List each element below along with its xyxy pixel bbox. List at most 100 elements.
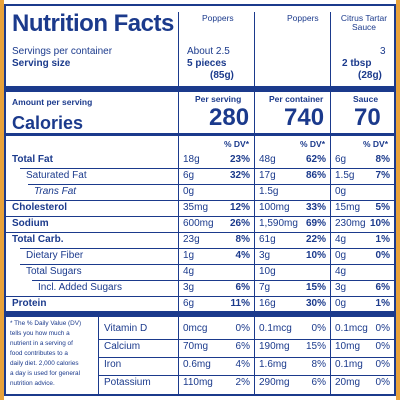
serving-size-col3: 2 tbsp bbox=[342, 58, 372, 69]
servings-per-container-col1: About 2.5 bbox=[187, 46, 230, 57]
vitamin-row-divider bbox=[98, 357, 394, 358]
nutrient-dv-col3: 8% bbox=[375, 154, 390, 165]
row-divider bbox=[6, 216, 394, 217]
nutrient-amount-col2: 1,590mg bbox=[259, 218, 298, 229]
nutrient-amount-col1: 4g bbox=[183, 266, 195, 277]
nutrient-dv-col1: 6% bbox=[235, 282, 250, 293]
nutrient-amount-col1: 6g bbox=[183, 298, 195, 309]
vitamin-name: Calcium bbox=[104, 341, 141, 352]
nutrition-facts-panel: Nutrition Facts Poppers Poppers Citrus T… bbox=[4, 4, 396, 396]
nutrient-name: Cholesterol bbox=[12, 202, 68, 213]
serving-size-label: Serving size bbox=[12, 58, 71, 69]
nutrient-amount-col3: 3g bbox=[335, 282, 347, 293]
vitamin-dv-col3: 0% bbox=[375, 377, 390, 388]
nutrient-amount-col1: 23g bbox=[183, 234, 200, 245]
nutrient-dv-col1: 32% bbox=[229, 170, 250, 181]
calories-heading-col1: Per serving bbox=[195, 94, 242, 104]
nutrient-dv-col1: 12% bbox=[229, 202, 250, 213]
footnote-line: nutrition advice. bbox=[10, 380, 55, 387]
calories-heading-col3: Sauce bbox=[353, 94, 379, 104]
serving-size-col1: 5 pieces bbox=[187, 58, 227, 69]
thick-divider-2 bbox=[6, 311, 394, 317]
package-edge-right bbox=[396, 0, 400, 400]
vitamin-dv-col2: 15% bbox=[305, 341, 326, 352]
row-divider bbox=[6, 200, 394, 201]
nutrient-name: Dietary Fiber bbox=[26, 250, 84, 261]
footnote-line: nutrient in a serving of bbox=[10, 340, 73, 347]
column-separator-2 bbox=[254, 12, 255, 311]
nutrient-dv-col1: 4% bbox=[235, 250, 250, 261]
vitamin-dv-col2: 8% bbox=[311, 359, 326, 370]
nutrient-amount-col3: 230mg bbox=[335, 218, 366, 229]
servings-per-container-col3: 3 bbox=[380, 46, 386, 57]
vitamin-name: Potassium bbox=[104, 377, 151, 388]
row-divider bbox=[20, 248, 394, 249]
row-divider bbox=[6, 232, 394, 233]
nutrient-dv-col3: 10% bbox=[369, 218, 390, 229]
calories-value-col1: 280 bbox=[209, 104, 250, 131]
row-divider bbox=[32, 280, 394, 281]
nutrient-dv-col2: 30% bbox=[305, 298, 326, 309]
vitamin-dv-col3: 0% bbox=[375, 323, 390, 334]
nutrient-dv-col3: 1% bbox=[375, 298, 390, 309]
nutrient-amount-col3: 4g bbox=[335, 234, 347, 245]
vitamin-separator-1 bbox=[178, 317, 179, 394]
footnote-line: a day is used for general bbox=[10, 370, 80, 377]
vitamin-amount-col2: 1.6mg bbox=[259, 359, 287, 370]
nutrient-name: Incl. Added Sugars bbox=[38, 282, 122, 293]
nutrient-name: Protein bbox=[12, 298, 47, 309]
vitamin-amount-col1: 0mcg bbox=[183, 323, 208, 334]
nutrient-amount-col3: 15mg bbox=[335, 202, 361, 213]
nutrient-dv-col3: 5% bbox=[375, 202, 390, 213]
vitamin-amount-col2: 290mg bbox=[259, 377, 290, 388]
nutrient-amount-col3: 6g bbox=[335, 154, 347, 165]
vitamin-amount-col3: 20mg bbox=[335, 377, 361, 388]
dv-heading-col1: % DV* bbox=[224, 139, 250, 149]
thick-divider-1 bbox=[6, 86, 394, 92]
footnote-line: daily diet. 2,000 calories bbox=[10, 360, 79, 367]
nutrient-name: Total Fat bbox=[12, 154, 53, 165]
nutrient-dv-col2: 15% bbox=[305, 282, 326, 293]
nutrient-dv-col2: 62% bbox=[305, 154, 326, 165]
row-divider bbox=[6, 296, 394, 297]
nutrient-amount-col2: 17g bbox=[259, 170, 276, 181]
nutrient-amount-col1: 35mg bbox=[183, 202, 209, 213]
nutrient-name: Saturated Fat bbox=[26, 170, 87, 181]
nutrient-amount-col3: 4g bbox=[335, 266, 347, 277]
vitamin-amount-col1: 70mg bbox=[183, 341, 209, 352]
row-divider bbox=[20, 264, 394, 265]
vitamin-name: Iron bbox=[104, 359, 122, 370]
calories-value-col2: 740 bbox=[284, 104, 325, 131]
panel-title: Nutrition Facts bbox=[12, 10, 174, 37]
calories-value-col3: 70 bbox=[354, 104, 381, 131]
vitamin-row-divider bbox=[98, 339, 394, 340]
nutrient-amount-col1: 3g bbox=[183, 282, 195, 293]
vitamin-dv-col1: 6% bbox=[235, 341, 250, 352]
nutrient-dv-col3: 6% bbox=[375, 282, 390, 293]
nutrient-amount-col2: 3g bbox=[259, 250, 271, 261]
package-edge-left bbox=[0, 0, 4, 400]
nutrient-amount-col1: 1g bbox=[183, 250, 195, 261]
nutrient-amount-col1: 6g bbox=[183, 170, 195, 181]
vitamin-dv-col3: 0% bbox=[375, 359, 390, 370]
nutrient-amount-col2: 16g bbox=[259, 298, 276, 309]
dv-heading-col2: % DV* bbox=[300, 139, 326, 149]
footnote-separator bbox=[98, 317, 99, 394]
nutrient-dv-col3: 1% bbox=[375, 234, 390, 245]
serving-grams-col1: (85g) bbox=[210, 70, 234, 81]
calories-heading-col2: Per container bbox=[269, 94, 324, 104]
vitamin-amount-col3: 10mg bbox=[335, 341, 361, 352]
nutrient-amount-col1: 18g bbox=[183, 154, 200, 165]
vitamin-amount-col1: 110mg bbox=[183, 377, 213, 388]
column-header-3: Citrus Tartar Sauce bbox=[340, 13, 388, 32]
amount-per-serving-label: Amount per serving bbox=[12, 97, 93, 107]
column-header-1: Poppers bbox=[202, 13, 234, 23]
nutrient-amount-col2: 100mg bbox=[259, 202, 290, 213]
nutrient-amount-col3: 0g bbox=[335, 250, 347, 261]
vitamin-amount-col1: 0.6mg bbox=[183, 359, 211, 370]
nutrient-amount-col3: 0g bbox=[335, 298, 347, 309]
vitamin-dv-col1: 4% bbox=[235, 359, 250, 370]
nutrient-name: Total Sugars bbox=[26, 266, 82, 277]
nutrient-dv-col2: 69% bbox=[305, 218, 326, 229]
nutrient-amount-col2: 48g bbox=[259, 154, 276, 165]
